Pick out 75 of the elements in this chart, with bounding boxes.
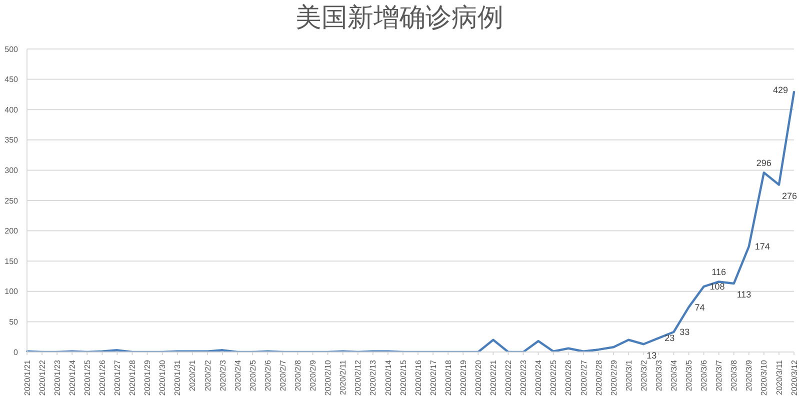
data-label: 174 xyxy=(754,242,770,252)
x-tick-label: 2020/1/30 xyxy=(158,359,168,396)
x-tick-label: 2020/3/2 xyxy=(639,359,648,392)
x-tick-label: 2020/1/31 xyxy=(173,359,182,396)
data-label: 74 xyxy=(694,302,705,312)
x-tick-label: 2020/2/23 xyxy=(519,359,528,396)
x-tick-label: 2020/3/6 xyxy=(700,359,709,392)
x-tick-label: 2020/2/28 xyxy=(594,359,604,396)
y-tick-label: 400 xyxy=(4,105,19,114)
x-tick-label: 2020/2/16 xyxy=(414,359,423,396)
y-tick-label: 250 xyxy=(4,196,19,206)
x-tick-label: 2020/3/11 xyxy=(774,359,784,395)
x-tick-label: 2020/2/6 xyxy=(263,359,272,392)
x-tick-label: 2020/2/5 xyxy=(248,359,258,392)
x-tick-label: 2020/3/9 xyxy=(744,359,754,392)
x-tick-label: 2020/3/7 xyxy=(714,359,724,392)
x-tick-label: 2020/2/15 xyxy=(398,359,408,396)
x-tick-label: 2020/1/24 xyxy=(68,359,77,396)
x-tick-label: 2020/2/2 xyxy=(203,359,212,392)
y-tick-label: 100 xyxy=(4,287,19,296)
x-tick-label: 2020/2/22 xyxy=(504,359,514,396)
x-tick-label: 2020/2/10 xyxy=(324,359,333,396)
y-tick-label: 200 xyxy=(4,226,19,236)
x-tick-label: 2020/2/27 xyxy=(579,359,588,396)
x-tick-label: 2020/2/21 xyxy=(489,359,498,396)
data-label: 33 xyxy=(680,327,690,338)
x-tick-label: 2020/2/3 xyxy=(218,359,228,392)
data-label: 13 xyxy=(646,350,657,360)
y-tick-label: 50 xyxy=(9,318,19,327)
x-tick-label: 2020/2/29 xyxy=(609,359,618,396)
x-tick-label: 2020/2/13 xyxy=(368,359,378,396)
x-tick-label: 2020/1/29 xyxy=(143,359,152,396)
x-tick-label: 2020/2/17 xyxy=(428,359,438,396)
y-tick-label: 450 xyxy=(4,75,19,84)
x-tick-label: 2020/2/14 xyxy=(384,359,393,396)
x-tick-label: 2020/1/22 xyxy=(38,359,47,396)
x-tick-label: 2020/2/1 xyxy=(188,359,198,392)
data-label: 108 xyxy=(710,282,725,292)
x-tick-label: 2020/2/25 xyxy=(549,359,558,396)
data-label: 276 xyxy=(782,190,797,201)
x-tick-label: 2020/2/11 xyxy=(338,359,348,395)
y-tick-label: 350 xyxy=(4,136,19,145)
x-tick-label: 2020/3/12 xyxy=(790,359,799,396)
data-label: 429 xyxy=(772,85,788,96)
x-tick-label: 2020/2/20 xyxy=(474,359,483,396)
x-tick-label: 2020/3/4 xyxy=(669,359,678,392)
chart-title: 美国新增确诊病例 xyxy=(294,2,504,34)
data-label: 116 xyxy=(712,266,726,277)
data-label: 296 xyxy=(756,158,772,168)
x-tick-label: 2020/1/28 xyxy=(128,359,138,396)
x-tick-label: 2020/2/12 xyxy=(354,359,363,396)
x-tick-label: 2020/3/3 xyxy=(654,359,664,392)
x-tick-label: 2020/1/21 xyxy=(22,359,32,396)
x-tick-label: 2020/3/1 xyxy=(624,359,634,392)
x-tick-label: 2020/2/19 xyxy=(458,359,468,396)
x-tick-label: 2020/2/18 xyxy=(444,359,453,396)
y-tick-label: 150 xyxy=(4,256,19,266)
x-tick-label: 2020/2/26 xyxy=(564,359,574,396)
x-tick-label: 2020/3/5 xyxy=(684,359,694,392)
x-tick-label: 2020/1/27 xyxy=(113,359,122,396)
y-tick-label: 0 xyxy=(14,348,19,357)
x-tick-label: 2020/2/9 xyxy=(308,359,318,392)
x-tick-label: 2020/1/23 xyxy=(52,359,62,396)
x-tick-label: 2020/2/4 xyxy=(233,359,242,392)
y-tick-label: 500 xyxy=(4,44,19,54)
data-label: 23 xyxy=(664,333,675,344)
x-tick-label: 2020/2/8 xyxy=(294,359,303,392)
x-tick-label: 2020/1/26 xyxy=(98,359,107,396)
x-tick-label: 2020/1/25 xyxy=(82,359,92,396)
x-tick-label: 2020/2/7 xyxy=(278,359,288,392)
x-tick-label: 2020/2/24 xyxy=(534,359,544,396)
x-tick-label: 2020/3/8 xyxy=(730,359,739,392)
data-label: 113 xyxy=(736,290,752,300)
x-tick-label: 2020/3/10 xyxy=(760,359,769,396)
y-tick-label: 300 xyxy=(4,166,19,176)
